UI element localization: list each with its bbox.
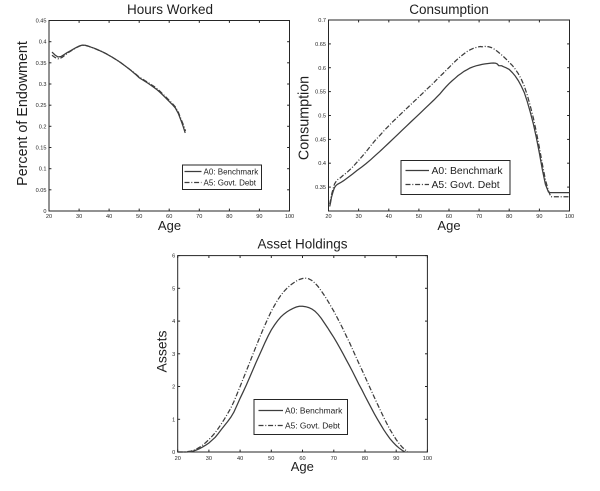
svg-text:0: 0 xyxy=(43,209,46,215)
svg-text:2: 2 xyxy=(172,385,175,391)
svg-text:40: 40 xyxy=(386,214,392,220)
svg-text:90: 90 xyxy=(256,214,262,220)
svg-text:100: 100 xyxy=(565,214,574,220)
svg-text:0.55: 0.55 xyxy=(315,90,326,96)
svg-text:A0: Benchmark: A0: Benchmark xyxy=(285,405,343,415)
svg-text:1: 1 xyxy=(172,417,175,423)
svg-text:Age: Age xyxy=(291,459,314,474)
svg-text:30: 30 xyxy=(206,456,212,462)
svg-text:0.4: 0.4 xyxy=(39,40,47,46)
svg-text:A5: Govt. Debt: A5: Govt. Debt xyxy=(285,420,341,430)
svg-text:70: 70 xyxy=(476,214,482,220)
svg-text:Asset Holdings: Asset Holdings xyxy=(257,237,347,252)
svg-text:0.1: 0.1 xyxy=(39,167,47,173)
svg-text:20: 20 xyxy=(325,214,331,220)
svg-text:Percent of Endowment: Percent of Endowment xyxy=(15,41,31,186)
svg-text:A0: Benchmark: A0: Benchmark xyxy=(204,167,260,176)
svg-text:5: 5 xyxy=(172,286,175,292)
svg-text:100: 100 xyxy=(423,456,432,462)
svg-text:80: 80 xyxy=(362,456,368,462)
svg-text:70: 70 xyxy=(331,456,337,462)
svg-text:Assets: Assets xyxy=(154,330,170,372)
svg-text:90: 90 xyxy=(393,456,399,462)
svg-text:0.65: 0.65 xyxy=(315,42,326,48)
svg-text:50: 50 xyxy=(268,456,274,462)
svg-text:4: 4 xyxy=(172,319,175,325)
svg-text:Age: Age xyxy=(158,218,181,233)
svg-text:70: 70 xyxy=(196,214,202,220)
svg-text:0: 0 xyxy=(172,450,175,456)
svg-text:30: 30 xyxy=(76,214,82,220)
svg-text:A5: Govt. Debt: A5: Govt. Debt xyxy=(432,180,500,191)
svg-text:Consumption: Consumption xyxy=(297,76,313,160)
svg-text:3: 3 xyxy=(172,352,175,358)
svg-text:20: 20 xyxy=(46,214,52,220)
svg-text:0.4: 0.4 xyxy=(318,161,326,167)
svg-text:40: 40 xyxy=(237,456,243,462)
svg-text:Age: Age xyxy=(437,218,460,233)
svg-text:0.6: 0.6 xyxy=(318,66,326,72)
svg-text:30: 30 xyxy=(355,214,361,220)
svg-text:0.35: 0.35 xyxy=(36,61,47,67)
svg-text:0.45: 0.45 xyxy=(36,19,47,25)
svg-text:0.45: 0.45 xyxy=(315,137,326,143)
svg-text:60: 60 xyxy=(446,214,452,220)
svg-text:Hours Worked: Hours Worked xyxy=(127,2,213,17)
svg-text:80: 80 xyxy=(506,214,512,220)
svg-text:0.7: 0.7 xyxy=(318,18,326,24)
svg-text:A0: Benchmark: A0: Benchmark xyxy=(432,166,504,177)
svg-text:Consumption: Consumption xyxy=(409,2,489,17)
svg-text:0.3: 0.3 xyxy=(39,82,47,88)
svg-text:60: 60 xyxy=(299,456,305,462)
svg-text:6: 6 xyxy=(172,254,175,260)
svg-text:40: 40 xyxy=(106,214,112,220)
svg-text:50: 50 xyxy=(136,214,142,220)
svg-text:100: 100 xyxy=(285,214,294,220)
svg-text:80: 80 xyxy=(226,214,232,220)
svg-text:0.25: 0.25 xyxy=(36,103,47,109)
svg-text:0.2: 0.2 xyxy=(39,124,47,130)
svg-text:0.05: 0.05 xyxy=(36,188,47,194)
svg-text:20: 20 xyxy=(175,456,181,462)
svg-text:A5: Govt. Debt: A5: Govt. Debt xyxy=(204,178,257,187)
svg-text:90: 90 xyxy=(536,214,542,220)
svg-text:0.35: 0.35 xyxy=(315,185,326,191)
svg-text:50: 50 xyxy=(416,214,422,220)
svg-text:0.15: 0.15 xyxy=(36,146,47,152)
svg-text:60: 60 xyxy=(166,214,172,220)
svg-text:0.5: 0.5 xyxy=(318,114,326,120)
